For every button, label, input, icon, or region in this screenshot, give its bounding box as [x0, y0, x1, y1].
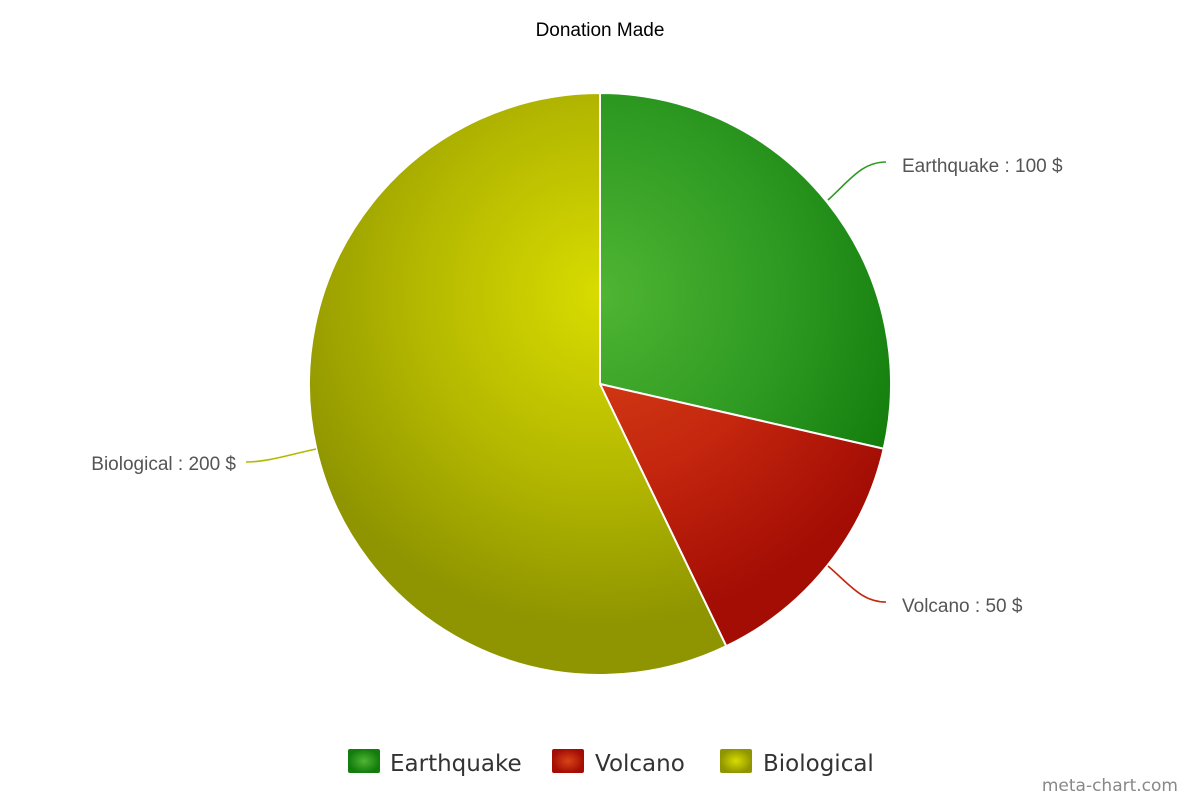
legend-swatch-earthquake: [348, 749, 380, 773]
slice-label-earthquake: Earthquake : 100 $: [902, 156, 1063, 177]
pie-slice-earthquake[interactable]: [599, 92, 892, 450]
connector-volcano: [827, 565, 887, 603]
slice-connectors: [245, 161, 887, 603]
legend-item-biological[interactable]: Biological: [720, 749, 874, 777]
chart-title: Donation Made: [536, 20, 665, 41]
legend-item-volcano[interactable]: Volcano: [552, 749, 685, 777]
credit-text: meta-chart.com: [1042, 776, 1178, 796]
pie-slices: [308, 92, 892, 676]
connector-earthquake: [827, 161, 887, 201]
legend: Earthquake Volcano Biological: [348, 749, 874, 777]
connector-biological: [245, 448, 317, 463]
slice-label-volcano: Volcano : 50 $: [902, 596, 1023, 617]
legend-label-biological: Biological: [763, 751, 874, 777]
legend-label-earthquake: Earthquake: [390, 751, 522, 777]
legend-swatch-biological: [720, 749, 752, 773]
slice-label-biological: Biological : 200 $: [91, 454, 236, 475]
pie-slice-volcano[interactable]: [599, 383, 885, 648]
legend-item-earthquake[interactable]: Earthquake: [348, 749, 522, 777]
legend-swatch-volcano: [552, 749, 584, 773]
pie-slice-biological[interactable]: [308, 92, 728, 676]
legend-label-volcano: Volcano: [595, 751, 685, 777]
